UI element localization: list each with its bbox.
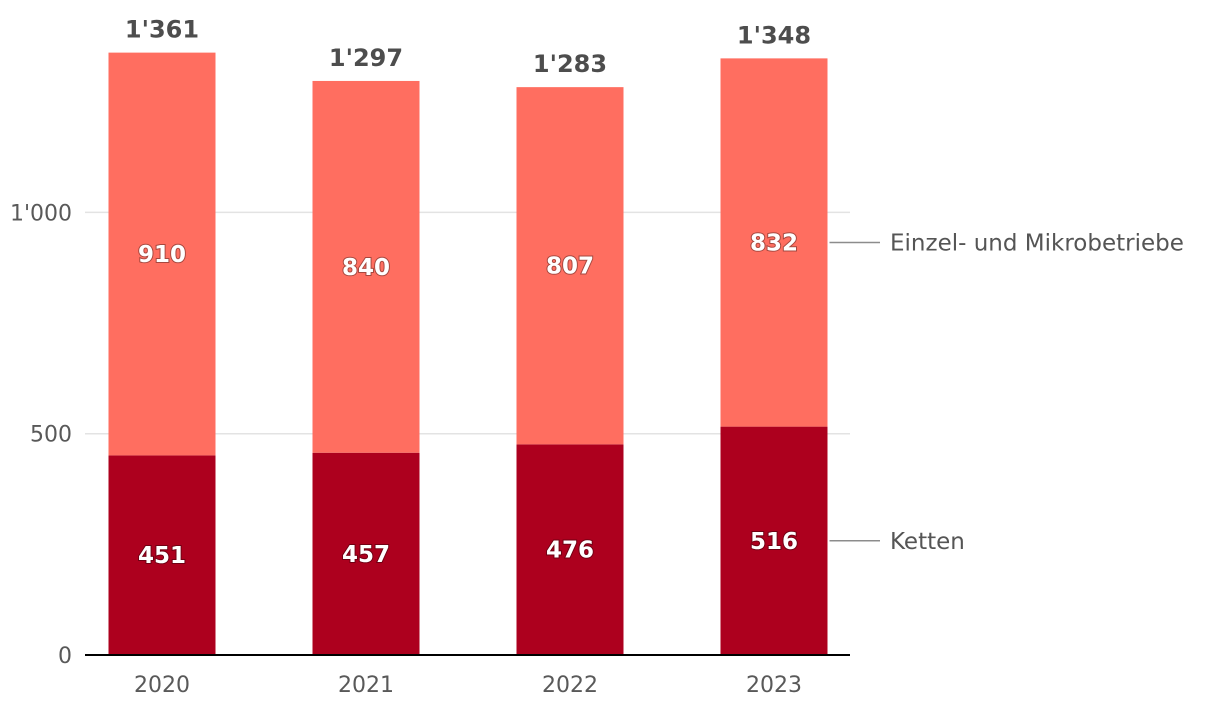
- segment-value-label: 832: [750, 230, 798, 256]
- x-tick-label: 2023: [746, 673, 802, 698]
- bar-segment-ketten-2021: [312, 452, 420, 655]
- total-value-label: 1'348: [737, 21, 811, 49]
- y-tick-label: 0: [58, 644, 72, 669]
- series-labels: Ketten Einzel- und Mikrobetriebe: [829, 230, 1184, 555]
- bar-segment-ketten-2020: [108, 455, 216, 655]
- total-value-label: 1'283: [533, 50, 607, 78]
- y-axis-ticks: 0 500 1'000: [10, 201, 72, 669]
- y-tick-label: 500: [30, 423, 72, 448]
- x-tick-label: 2020: [134, 673, 190, 698]
- segment-value-label: 457: [342, 542, 390, 568]
- x-tick-label: 2022: [542, 673, 598, 698]
- bar-segment-ketten-2022: [516, 444, 624, 655]
- segment-value-label: 910: [138, 242, 186, 268]
- segment-value-label: 807: [546, 254, 594, 280]
- x-tick-label: 2021: [338, 673, 394, 698]
- segment-value-label: 516: [750, 529, 798, 555]
- bars: [108, 52, 828, 655]
- bar-segment-einzel-2022: [516, 87, 624, 445]
- bar-segment-einzel-2021: [312, 80, 420, 453]
- segment-value-label: 840: [342, 255, 390, 281]
- segment-value-label: 476: [546, 538, 594, 564]
- bar-labels: 451 910 1'361 457 840 1'297 476 807 1'283 516 832 1…: [125, 16, 811, 571]
- series-label: Ketten: [890, 529, 965, 555]
- bar-segment-einzel-2020: [108, 52, 216, 456]
- segment-value-label: 451: [138, 543, 186, 569]
- x-axis-ticks: 2020 2021 2022 2023: [134, 673, 802, 698]
- bar-segment-einzel-2023: [720, 58, 828, 427]
- bar-segment-ketten-2023: [720, 426, 828, 655]
- total-value-label: 1'297: [329, 44, 403, 72]
- y-tick-label: 1'000: [10, 201, 72, 226]
- series-label: Einzel- und Mikrobetriebe: [890, 230, 1184, 256]
- total-value-label: 1'361: [125, 16, 199, 44]
